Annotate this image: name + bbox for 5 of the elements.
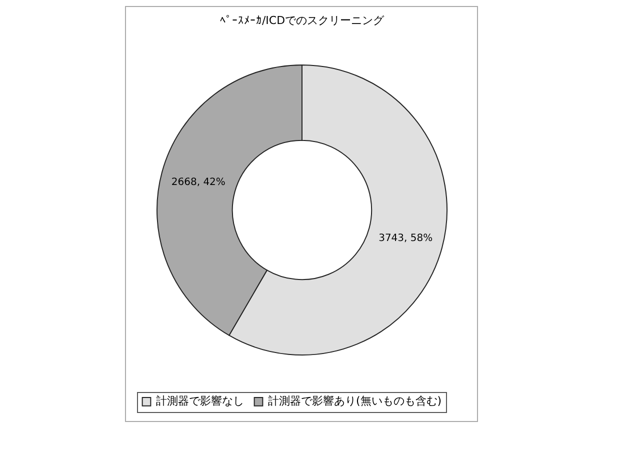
chart-title: ﾍﾟｰｽﾒｰｶ/ICDでのスクリーニング <box>220 14 386 27</box>
legend-label: 計測器で影響あり(無いものも含む) <box>268 394 442 408</box>
data-label: 3743, 58% <box>378 232 433 244</box>
legend-label: 計測器で影響なし <box>156 394 244 408</box>
data-label: 2668, 42% <box>171 177 226 188</box>
